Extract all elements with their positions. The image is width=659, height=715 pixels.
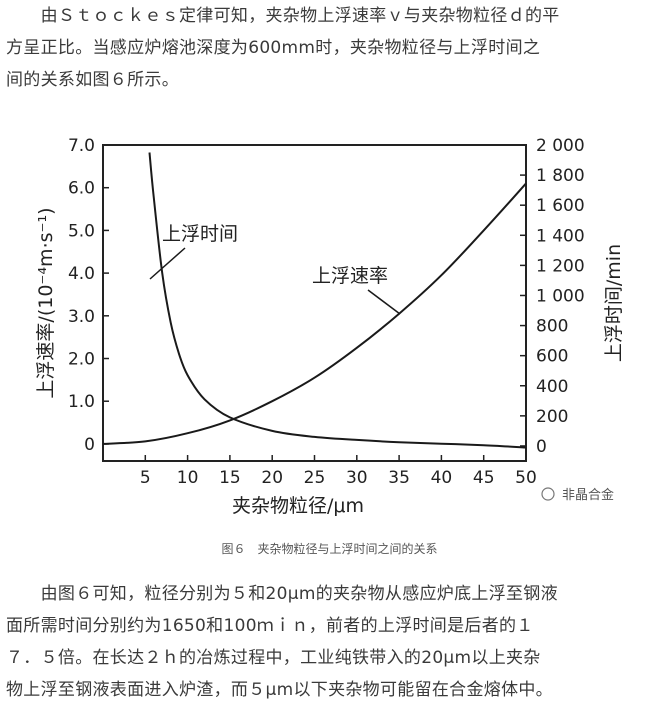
y-right-tick-label: 1 200 (536, 256, 585, 276)
y-left-axis-title: 上浮速率/(10⁻⁴m·s⁻¹) (35, 207, 57, 398)
x-tick-label: 50 (515, 468, 537, 488)
y-right-tick-label: 800 (536, 317, 568, 337)
chart: 5 10 15 20 25 30 35 40 45 50 0 1.0 2.0 3.0 4.0 5.0 6.0 7.… (35, 136, 625, 517)
paragraph-line: 方呈正比。当感应炉熔池深度为600mm时，夹杂物粒径与上浮时间之 (6, 38, 541, 58)
wechat-icon (541, 487, 555, 501)
y-right-tick-label: 1 400 (536, 226, 585, 246)
x-tick-label: 45 (473, 468, 495, 488)
y-right-tick-label: 600 (536, 347, 568, 367)
annotation-leader-line (149, 247, 186, 280)
x-axis-title: 夹杂物粒径/μm (232, 495, 364, 517)
watermark-text: 非晶合金 (562, 487, 614, 503)
paragraph-line: 面所需时间分别约为1650和100ｍｉｎ，前者的上浮时间是后者的１ (6, 616, 534, 636)
y-left-tick-label: 0 (84, 435, 95, 455)
paragraph-line: 由Ｓｔｏｃｋｅｓ定律可知，夹杂物上浮速率ｖ与夹杂物粒径ｄ的平 (6, 6, 560, 26)
y-right-tick-label: 0 (536, 437, 547, 457)
x-tick-label: 10 (177, 468, 199, 488)
y-right-axis-title: 上浮时间/min (603, 244, 625, 362)
y-right-tick-label: 2 000 (536, 136, 585, 156)
y-left-tick-label: 1.0 (68, 392, 95, 412)
x-tick-label: 25 (304, 468, 326, 488)
x-tick-label: 5 (140, 468, 151, 488)
intro-paragraph: 由Ｓｔｏｃｋｅｓ定律可知，夹杂物上浮速率ｖ与夹杂物粒径ｄ的平 方呈正比。当感应炉… (6, 0, 654, 96)
annotation-leader-line (367, 289, 401, 315)
x-tick-label: 30 (346, 468, 368, 488)
paragraph-line: 由图６可知，粒径分别为５和20μm的夹杂物从感应炉底上浮至钢液 (6, 584, 558, 604)
analysis-paragraph: 由图６可知，粒径分别为５和20μm的夹杂物从感应炉底上浮至钢液 面所需时间分别约… (6, 578, 654, 706)
x-tick-label: 35 (388, 468, 410, 488)
paragraph-line: 间的关系如图６所示。 (6, 70, 179, 90)
figure-6: 5 10 15 20 25 30 35 40 45 50 0 1.0 2.0 3.0 4.0 5.0 6.0 7.… (0, 120, 659, 540)
y-left-tick-label: 4.0 (68, 264, 95, 284)
watermark: 非晶合金 (541, 487, 614, 503)
annotation-rise-time: 上浮时间 (162, 223, 238, 245)
y-right-tick-label: 1 000 (536, 286, 585, 306)
y-right-tick-label: 400 (536, 377, 568, 397)
y-left-tick-label: 2.0 (68, 350, 95, 370)
y-left-tick-label: 7.0 (68, 136, 95, 156)
x-tick-label: 20 (261, 468, 283, 488)
rise-velocity-curve (102, 182, 527, 445)
paragraph-line: 物上浮至钢液表面进入炉渣，而５μm以下夹杂物可能留在合金熔体中。 (6, 680, 553, 700)
y-left-tick-label: 6.0 (68, 179, 95, 199)
y-right-tick-label: 200 (536, 407, 568, 427)
rise-time-curve (148, 152, 527, 449)
y-left-tick-label: 3.0 (68, 307, 95, 327)
x-tick-label: 40 (431, 468, 453, 488)
y-right-tick-label: 1 600 (536, 196, 585, 216)
y-right-tick-label: 1 800 (536, 166, 585, 186)
x-tick-label: 15 (219, 468, 241, 488)
figure-caption: 图６ 夹杂物粒径与上浮时间之间的关系 (221, 542, 438, 556)
y-left-tick-label: 5.0 (68, 221, 95, 241)
paragraph-line: ７．５倍。在长达２ｈ的冶炼过程中，工业纯铁带入的20μm以上夹杂 (6, 648, 541, 668)
annotation-rise-velocity: 上浮速率 (312, 265, 388, 287)
